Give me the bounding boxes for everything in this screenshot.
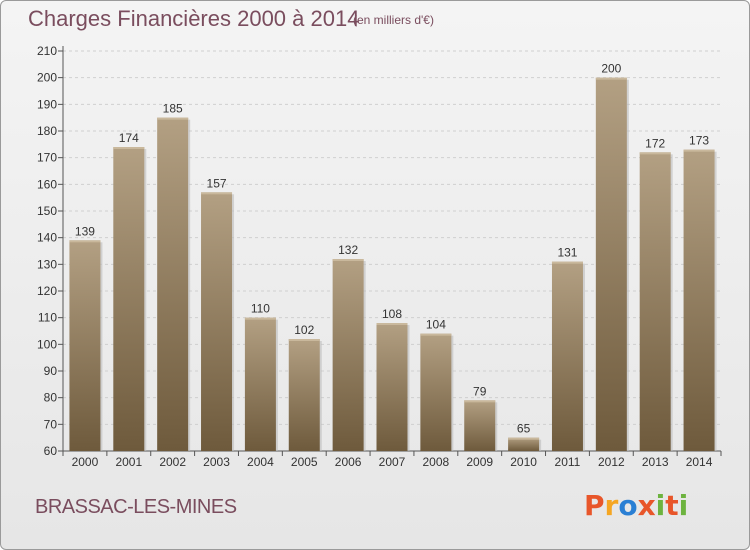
bar-top-edge <box>113 147 145 149</box>
commune-name: BRASSAC-LES-MINES <box>35 496 237 518</box>
bar-2008 <box>420 333 452 451</box>
data-label: 173 <box>689 134 709 148</box>
bar-top-edge <box>464 400 496 403</box>
bar-top-edge <box>244 317 276 320</box>
x-tick-label: 2002 <box>159 455 186 469</box>
bar-2001 <box>113 147 145 451</box>
proxiti-logo[interactable]: Proxiti <box>584 489 688 522</box>
data-label: 132 <box>338 243 358 257</box>
y-tick-label: 70 <box>44 417 58 431</box>
bar-top-edge <box>157 117 189 120</box>
y-tick-label: 110 <box>38 311 57 325</box>
bar-2007 <box>376 323 408 451</box>
x-tick-label: 2000 <box>72 455 99 469</box>
x-tick-label: 2004 <box>247 455 274 469</box>
x-tick-label: 2012 <box>598 455 625 469</box>
bar-2004 <box>244 317 276 451</box>
y-tick-label: 210 <box>37 44 57 58</box>
data-label: 108 <box>382 307 402 321</box>
y-tick-label: 140 <box>37 231 57 245</box>
y-tick-label: 90 <box>44 364 58 378</box>
x-tick-label: 2008 <box>423 455 450 469</box>
chart-title: Charges Financières 2000 à 2014 <box>28 6 360 31</box>
bar-2006 <box>332 259 364 451</box>
data-label: 65 <box>517 422 531 436</box>
chart-subtitle: (en milliers d'€) <box>353 13 434 27</box>
bar-2010 <box>508 437 540 451</box>
bar-top-edge <box>288 339 320 341</box>
data-label: 172 <box>645 136 665 150</box>
y-tick-label: 60 <box>44 444 58 458</box>
bar-top-edge <box>683 149 715 152</box>
x-tick-label: 2011 <box>555 455 581 469</box>
y-tick-label: 170 <box>37 151 57 165</box>
logo-letter: i <box>655 489 666 522</box>
bar-top-edge <box>420 333 452 336</box>
x-tick-label: 2013 <box>642 455 669 469</box>
bar-2011 <box>551 261 583 451</box>
x-tick-label: 2014 <box>686 455 713 469</box>
x-tick-label: 2001 <box>115 455 142 469</box>
data-label: 110 <box>251 302 270 316</box>
bar-2005 <box>288 339 320 451</box>
y-tick-label: 150 <box>37 204 57 218</box>
data-label: 102 <box>294 323 314 337</box>
bar-2009 <box>464 400 496 451</box>
data-label: 79 <box>473 384 487 398</box>
y-tick-label: 190 <box>37 97 57 111</box>
bar-top-edge <box>201 192 233 195</box>
data-label: 200 <box>601 62 621 76</box>
bar-2000 <box>69 240 101 451</box>
bar-2012 <box>595 77 627 452</box>
y-tick-label: 200 <box>37 71 57 85</box>
x-tick-label: 2003 <box>203 455 230 469</box>
y-tick-label: 100 <box>37 337 57 351</box>
bar-2013 <box>639 152 671 452</box>
y-tick-label: 80 <box>44 391 58 405</box>
x-tick-label: 2007 <box>379 455 406 469</box>
bar-top-edge <box>551 261 583 264</box>
bar-top-edge <box>595 77 627 80</box>
bars <box>69 77 717 452</box>
logo-letter: t <box>665 489 679 522</box>
x-tick-label: 2010 <box>510 455 537 469</box>
data-label: 157 <box>207 176 227 190</box>
data-label: 174 <box>119 131 139 145</box>
bar-2014 <box>683 149 715 451</box>
bar-2003 <box>201 192 233 452</box>
bar-top-edge <box>69 240 101 243</box>
bar-top-edge <box>376 323 408 325</box>
logo-letter: o <box>618 489 638 522</box>
bar-2002 <box>157 117 189 452</box>
bar-top-edge <box>332 259 364 261</box>
y-tick-label: 130 <box>37 257 57 271</box>
x-tick-label: 2009 <box>466 455 493 469</box>
x-tick-label: 2005 <box>291 455 318 469</box>
data-label: 131 <box>557 246 577 260</box>
logo-letter: P <box>584 489 605 522</box>
logo-letter: r <box>604 489 619 522</box>
y-tick-label: 160 <box>37 177 57 191</box>
x-tick-label: 2006 <box>335 455 362 469</box>
data-label: 185 <box>163 102 183 116</box>
logo-letter: i <box>678 489 689 522</box>
data-label: 104 <box>426 318 446 332</box>
y-tick-label: 180 <box>37 124 57 138</box>
labels: 139 174 185 157 110 102 132 108 104 79 65 131 200 172… <box>75 62 709 436</box>
y-tick-label: 120 <box>37 284 57 298</box>
data-label: 139 <box>75 224 95 238</box>
logo-letter: x <box>637 489 656 522</box>
bar-top-edge <box>508 437 540 440</box>
bar-top-edge <box>639 152 671 155</box>
